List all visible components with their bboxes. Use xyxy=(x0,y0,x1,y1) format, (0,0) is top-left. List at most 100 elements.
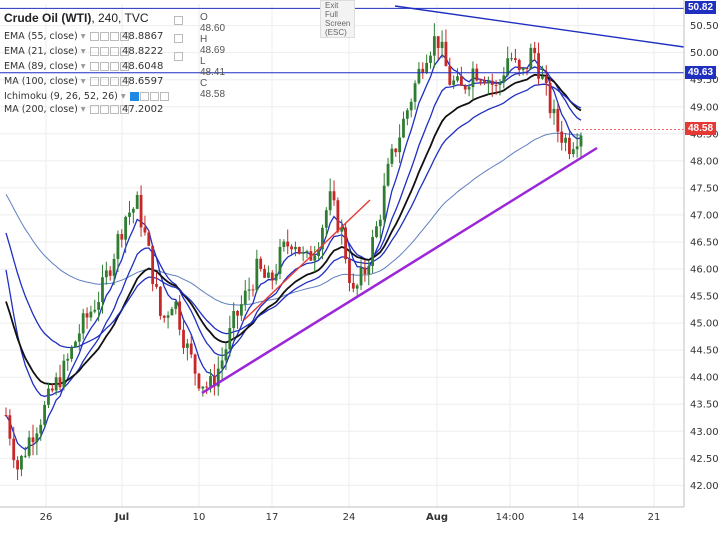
close-icon[interactable] xyxy=(119,62,129,71)
candle-body xyxy=(263,268,266,278)
candle-body xyxy=(297,246,301,254)
candle-body xyxy=(421,68,425,73)
x-tick-label: Jul xyxy=(114,512,129,523)
settings-icon[interactable] xyxy=(99,62,109,71)
candle-body xyxy=(313,255,317,261)
candle-body xyxy=(571,149,575,155)
settings-icon[interactable] xyxy=(99,47,109,56)
settings-icon[interactable] xyxy=(99,32,109,41)
chevron-down-icon[interactable]: ▾ xyxy=(77,61,86,72)
chevron-down-icon[interactable]: ▾ xyxy=(77,31,86,42)
candle-body xyxy=(432,36,436,56)
add-icon[interactable] xyxy=(109,32,119,41)
chevron-down-icon[interactable]: ▾ xyxy=(77,104,86,115)
symbol-title[interactable]: Crude Oil (WTI), 240, TVC xyxy=(4,11,149,25)
candle-body xyxy=(359,267,363,286)
indicator-label: Ichimoku (9, 26, 52, 26) xyxy=(4,91,118,102)
y-tick-label: 49.50 xyxy=(690,75,719,86)
settings-icon[interactable] xyxy=(174,34,183,44)
add-icon[interactable] xyxy=(149,92,159,101)
chevron-down-icon[interactable]: ▾ xyxy=(77,46,86,57)
resistance-trendline xyxy=(394,5,685,48)
add-icon[interactable] xyxy=(109,105,119,114)
indicator-row[interactable]: Ichimoku (9, 26, 52, 26) ▾ xyxy=(4,91,170,105)
candle-body xyxy=(259,258,263,269)
eye-icon[interactable] xyxy=(89,62,99,71)
candle-body xyxy=(448,66,452,85)
y-tick-label: 49.00 xyxy=(690,102,719,113)
candle-body xyxy=(564,137,567,143)
x-axis: 26 Jul 10 17 24 Aug 14:00 14 21 xyxy=(0,506,684,523)
settings-icon[interactable] xyxy=(99,77,109,86)
exit-fullscreen-button[interactable]: Exit Full Screen (ESC) xyxy=(320,0,356,38)
candle-body xyxy=(510,58,513,60)
y-tick-label: 43.00 xyxy=(690,427,719,438)
indicator-row[interactable]: MA (200, close) ▾ 47.2002 xyxy=(4,104,163,118)
candle-body xyxy=(521,68,525,70)
candle-body xyxy=(533,47,537,54)
candle-body xyxy=(162,315,166,318)
candle-body xyxy=(135,194,139,209)
add-icon[interactable] xyxy=(109,77,119,86)
eye-icon[interactable] xyxy=(174,16,183,26)
close-icon[interactable] xyxy=(174,52,183,62)
candle-body xyxy=(158,286,162,316)
indicator-row[interactable]: EMA (21, close) ▾ 48.8222 xyxy=(4,46,163,60)
indicator-row[interactable]: EMA (55, close) ▾ 48.8867 xyxy=(4,31,163,45)
indicator-row[interactable]: MA (100, close) ▾ 48.6597 xyxy=(4,76,163,90)
eye-icon[interactable] xyxy=(89,32,99,41)
candle-body xyxy=(344,227,347,260)
candle-body xyxy=(467,87,471,90)
candle-body xyxy=(286,241,290,247)
candle-body xyxy=(77,333,81,342)
candle-body xyxy=(58,377,62,388)
ma-100-line xyxy=(5,83,582,349)
candle-body xyxy=(35,433,39,443)
close-icon[interactable] xyxy=(119,77,129,86)
close-icon[interactable] xyxy=(159,92,169,101)
close-icon[interactable] xyxy=(119,47,129,56)
candle-body xyxy=(224,349,228,361)
close-icon[interactable] xyxy=(119,105,129,114)
candle-body xyxy=(278,247,282,274)
eye-icon[interactable] xyxy=(89,105,99,114)
y-tick-label: 43.50 xyxy=(690,400,719,411)
candle-body xyxy=(548,83,552,114)
candle-body xyxy=(101,277,104,303)
close-icon[interactable] xyxy=(119,32,129,41)
add-icon[interactable] xyxy=(109,62,119,71)
settings-icon[interactable] xyxy=(99,105,109,114)
x-tick-label: Aug xyxy=(426,512,448,523)
candle-body xyxy=(128,212,131,217)
candle-body xyxy=(452,80,456,85)
candle-body xyxy=(351,283,355,289)
candle-body xyxy=(382,185,386,220)
candle-body xyxy=(43,404,46,425)
candle-body xyxy=(332,191,336,201)
candle-body xyxy=(436,36,440,49)
candle-body xyxy=(513,58,517,61)
candle-body xyxy=(502,75,506,83)
candle-body xyxy=(394,148,398,153)
candle-body xyxy=(444,41,448,67)
eye-icon[interactable] xyxy=(129,92,139,101)
candle-body xyxy=(50,388,54,391)
y-tick-label: 42.50 xyxy=(690,454,719,465)
candle-body xyxy=(116,234,120,259)
candle-body xyxy=(166,315,170,318)
candle-body xyxy=(494,84,498,86)
chevron-down-icon[interactable]: ▾ xyxy=(77,76,86,87)
candle-body xyxy=(459,76,463,86)
candle-body xyxy=(305,251,309,253)
eye-icon[interactable] xyxy=(89,77,99,86)
eye-icon[interactable] xyxy=(89,47,99,56)
add-icon[interactable] xyxy=(109,47,119,56)
candle-body xyxy=(413,83,417,102)
candle-body xyxy=(402,118,405,138)
candle-body xyxy=(16,460,19,470)
chevron-down-icon[interactable]: ▾ xyxy=(117,91,126,102)
candle-body xyxy=(456,76,459,81)
indicator-row[interactable]: EMA (89, close) ▾ 48.6048 xyxy=(4,61,163,75)
settings-icon[interactable] xyxy=(139,92,149,101)
